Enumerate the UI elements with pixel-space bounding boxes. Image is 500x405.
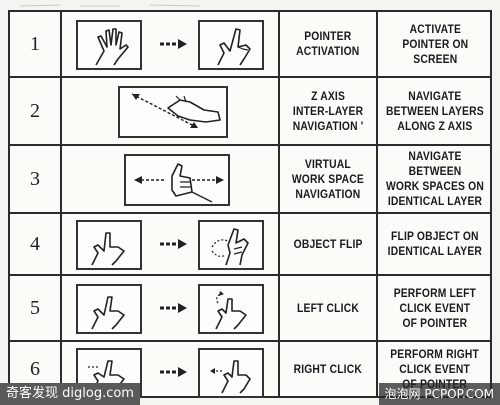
row-number: 4 (30, 232, 40, 255)
function-name: OBJECT FLIP (293, 236, 363, 251)
gesture-table: 1 POINTER ACTIVA (8, 10, 492, 398)
function-description: FLIP OBJECT ON IDENTICAL LAYER (387, 229, 483, 258)
table-row: 5 L (10, 276, 490, 342)
gesture-illustration (62, 276, 278, 340)
gesture-frame (198, 348, 264, 398)
pointing-hand-icon (86, 353, 136, 395)
column-divider (376, 12, 378, 396)
function-name: VIRTUAL WORK SPACE NAVIGATION (291, 156, 365, 201)
row-number: 2 (30, 99, 40, 122)
gesture-illustration (62, 214, 278, 274)
function-name: POINTER ACTIVATION (296, 29, 360, 58)
arrow-right-icon (160, 302, 188, 314)
gesture-frame (198, 20, 264, 70)
gesture-frame (198, 284, 264, 334)
hand-right-click-icon (208, 353, 258, 395)
table-row: 1 POINTER ACTIVA (10, 12, 490, 78)
function-description: NAVIGATE BETWEEN LAYERS ALONG Z AXIS (386, 88, 484, 133)
column-divider (60, 12, 62, 396)
function-name: LEFT CLICK (297, 300, 359, 315)
watermark-left: 奇客发现 diglog.com (0, 383, 140, 405)
column-divider (278, 12, 280, 396)
gesture-frame (124, 154, 230, 206)
top-edge (0, 0, 500, 10)
pointing-hand-icon (210, 25, 260, 67)
table-row: 3 VIRTUAL WORK SPACE NAVIGATION NAVIG (10, 146, 490, 214)
hand-diagonal-move-icon (128, 90, 224, 136)
gesture-frame (198, 220, 264, 270)
open-hand-icon (86, 25, 136, 67)
row-number: 6 (30, 357, 40, 380)
gesture-illustration (62, 146, 278, 212)
function-description: NAVIGATE BETWEEN WORK SPACES ON IDENTICA… (386, 149, 484, 208)
row-number: 1 (30, 32, 40, 55)
gesture-frame (118, 86, 228, 138)
row-number: 3 (30, 167, 40, 190)
arrow-right-icon (160, 38, 188, 50)
watermark-right: 泡泡网 PCPOP.COM (378, 383, 500, 405)
gesture-illustration (62, 78, 278, 144)
function-name: Z AXIS INTER-LAYER NAVIGATION ' (292, 88, 364, 133)
gesture-frame (76, 220, 142, 270)
function-description: PERFORM LEFT CLICK EVENT OF POINTER (393, 285, 477, 330)
table-row: 2 Z AXIS INTER-LAYER NAVIGATION ' NAVIGA… (10, 78, 490, 146)
gesture-frame (76, 20, 142, 70)
table-row: 4 (10, 214, 490, 276)
pointing-hand-icon (86, 289, 136, 331)
hand-left-click-icon (208, 289, 258, 331)
arrow-right-icon (160, 238, 188, 250)
row-number: 5 (30, 296, 40, 319)
hand-flip-icon (208, 225, 258, 267)
gesture-frame (76, 284, 142, 334)
thumb-horizontal-move-icon (132, 160, 226, 204)
arrow-right-icon (160, 366, 188, 378)
pointing-hand-icon (86, 225, 136, 267)
function-description: ACTIVATE POINTER ON SCREEN (402, 21, 468, 66)
function-name: RIGHT CLICK (293, 361, 363, 376)
gesture-illustration (62, 12, 278, 76)
